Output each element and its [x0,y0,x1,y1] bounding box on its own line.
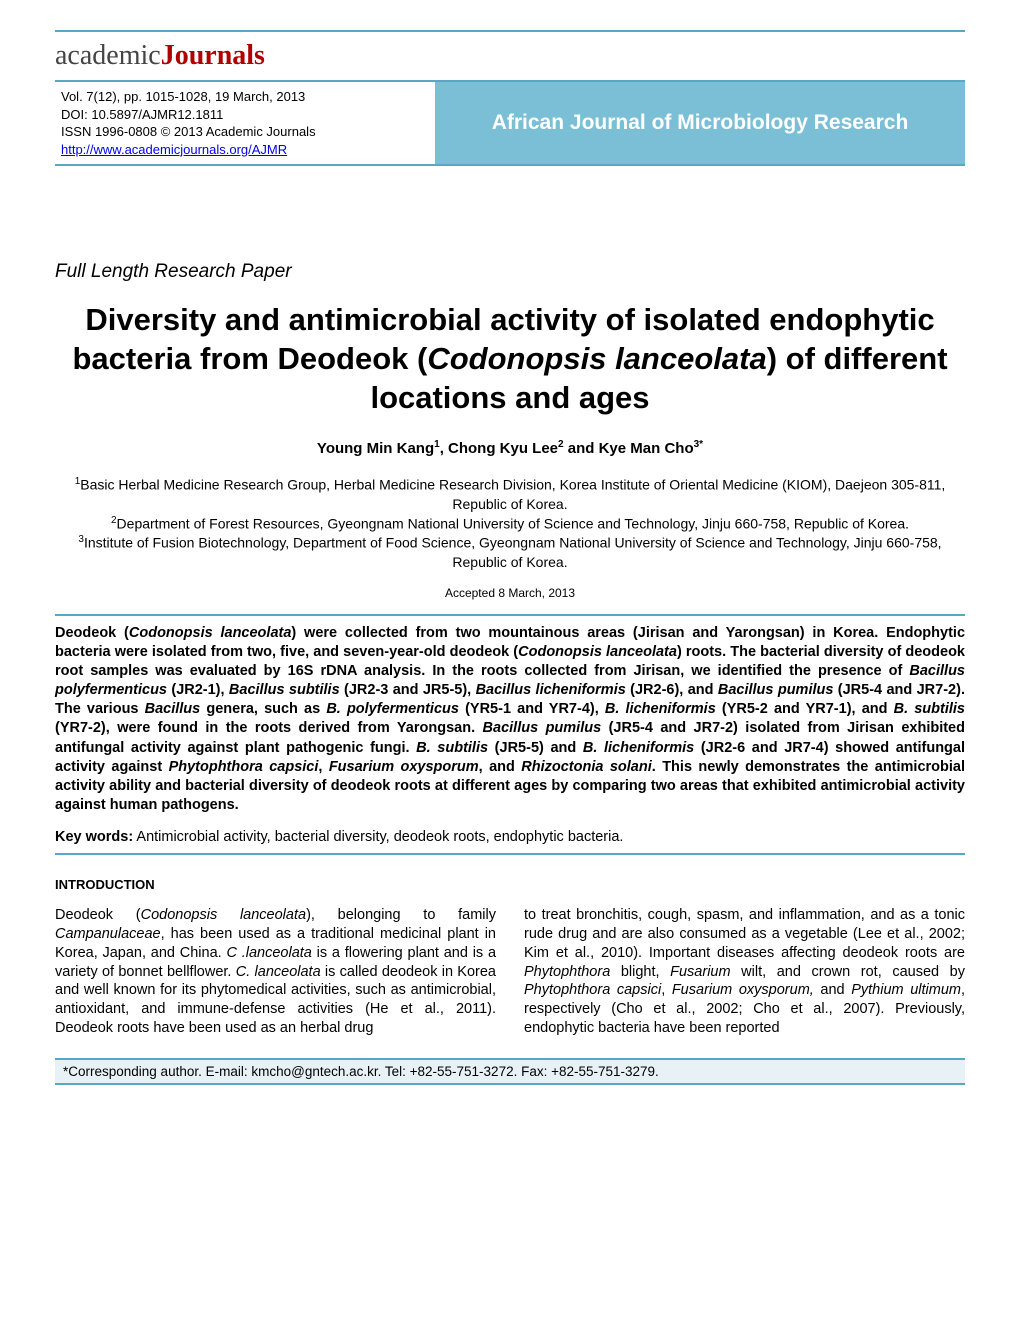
abstract-text: Deodeok (Codonopsis lanceolata) were col… [55,624,965,815]
body-column-left: Deodeok (Codonopsis lanceolata), belongi… [55,906,496,1038]
publisher-logo: academicJournals [55,40,965,72]
introduction-heading: INTRODUCTION [55,877,965,892]
body-columns: Deodeok (Codonopsis lanceolata), belongi… [55,906,965,1038]
issn-info: ISSN 1996-0808 © 2013 Academic Journals [61,123,425,141]
title-scientific-name: Codonopsis lanceolata [427,341,766,376]
abstract-top-rule [55,614,965,616]
accepted-date: Accepted 8 March, 2013 [55,586,965,600]
keywords-line: Key words: Antimicrobial activity, bacte… [55,829,965,845]
affiliations: 1Basic Herbal Medicine Research Group, H… [55,475,965,571]
journal-url-link[interactable]: http://www.academicjournals.org/AJMR [61,142,287,157]
journal-header-bar: Vol. 7(12), pp. 1015-1028, 19 March, 201… [55,80,965,166]
abstract-bottom-rule [55,853,965,855]
logo-text-2: Journals [161,40,265,71]
journal-name: African Journal of Microbiology Research [435,82,965,164]
body-column-right: to treat bronchitis, cough, spasm, and i… [524,906,965,1038]
issue-info-box: Vol. 7(12), pp. 1015-1028, 19 March, 201… [55,82,435,164]
keywords-label: Key words: [55,829,133,845]
doi-info: DOI: 10.5897/AJMR12.1811 [61,106,425,124]
logo-text-1: academic [55,40,161,71]
keywords-text: Antimicrobial activity, bacterial divers… [133,829,623,845]
corresponding-author-box: *Corresponding author. E-mail: kmcho@gnt… [55,1058,965,1085]
article-title: Diversity and antimicrobial activity of … [55,301,965,417]
authors-list: Young Min Kang1, Chong Kyu Lee2 and Kye … [55,439,965,457]
top-rule [55,30,965,32]
paper-type-label: Full Length Research Paper [55,261,965,283]
volume-info: Vol. 7(12), pp. 1015-1028, 19 March, 201… [61,88,425,106]
